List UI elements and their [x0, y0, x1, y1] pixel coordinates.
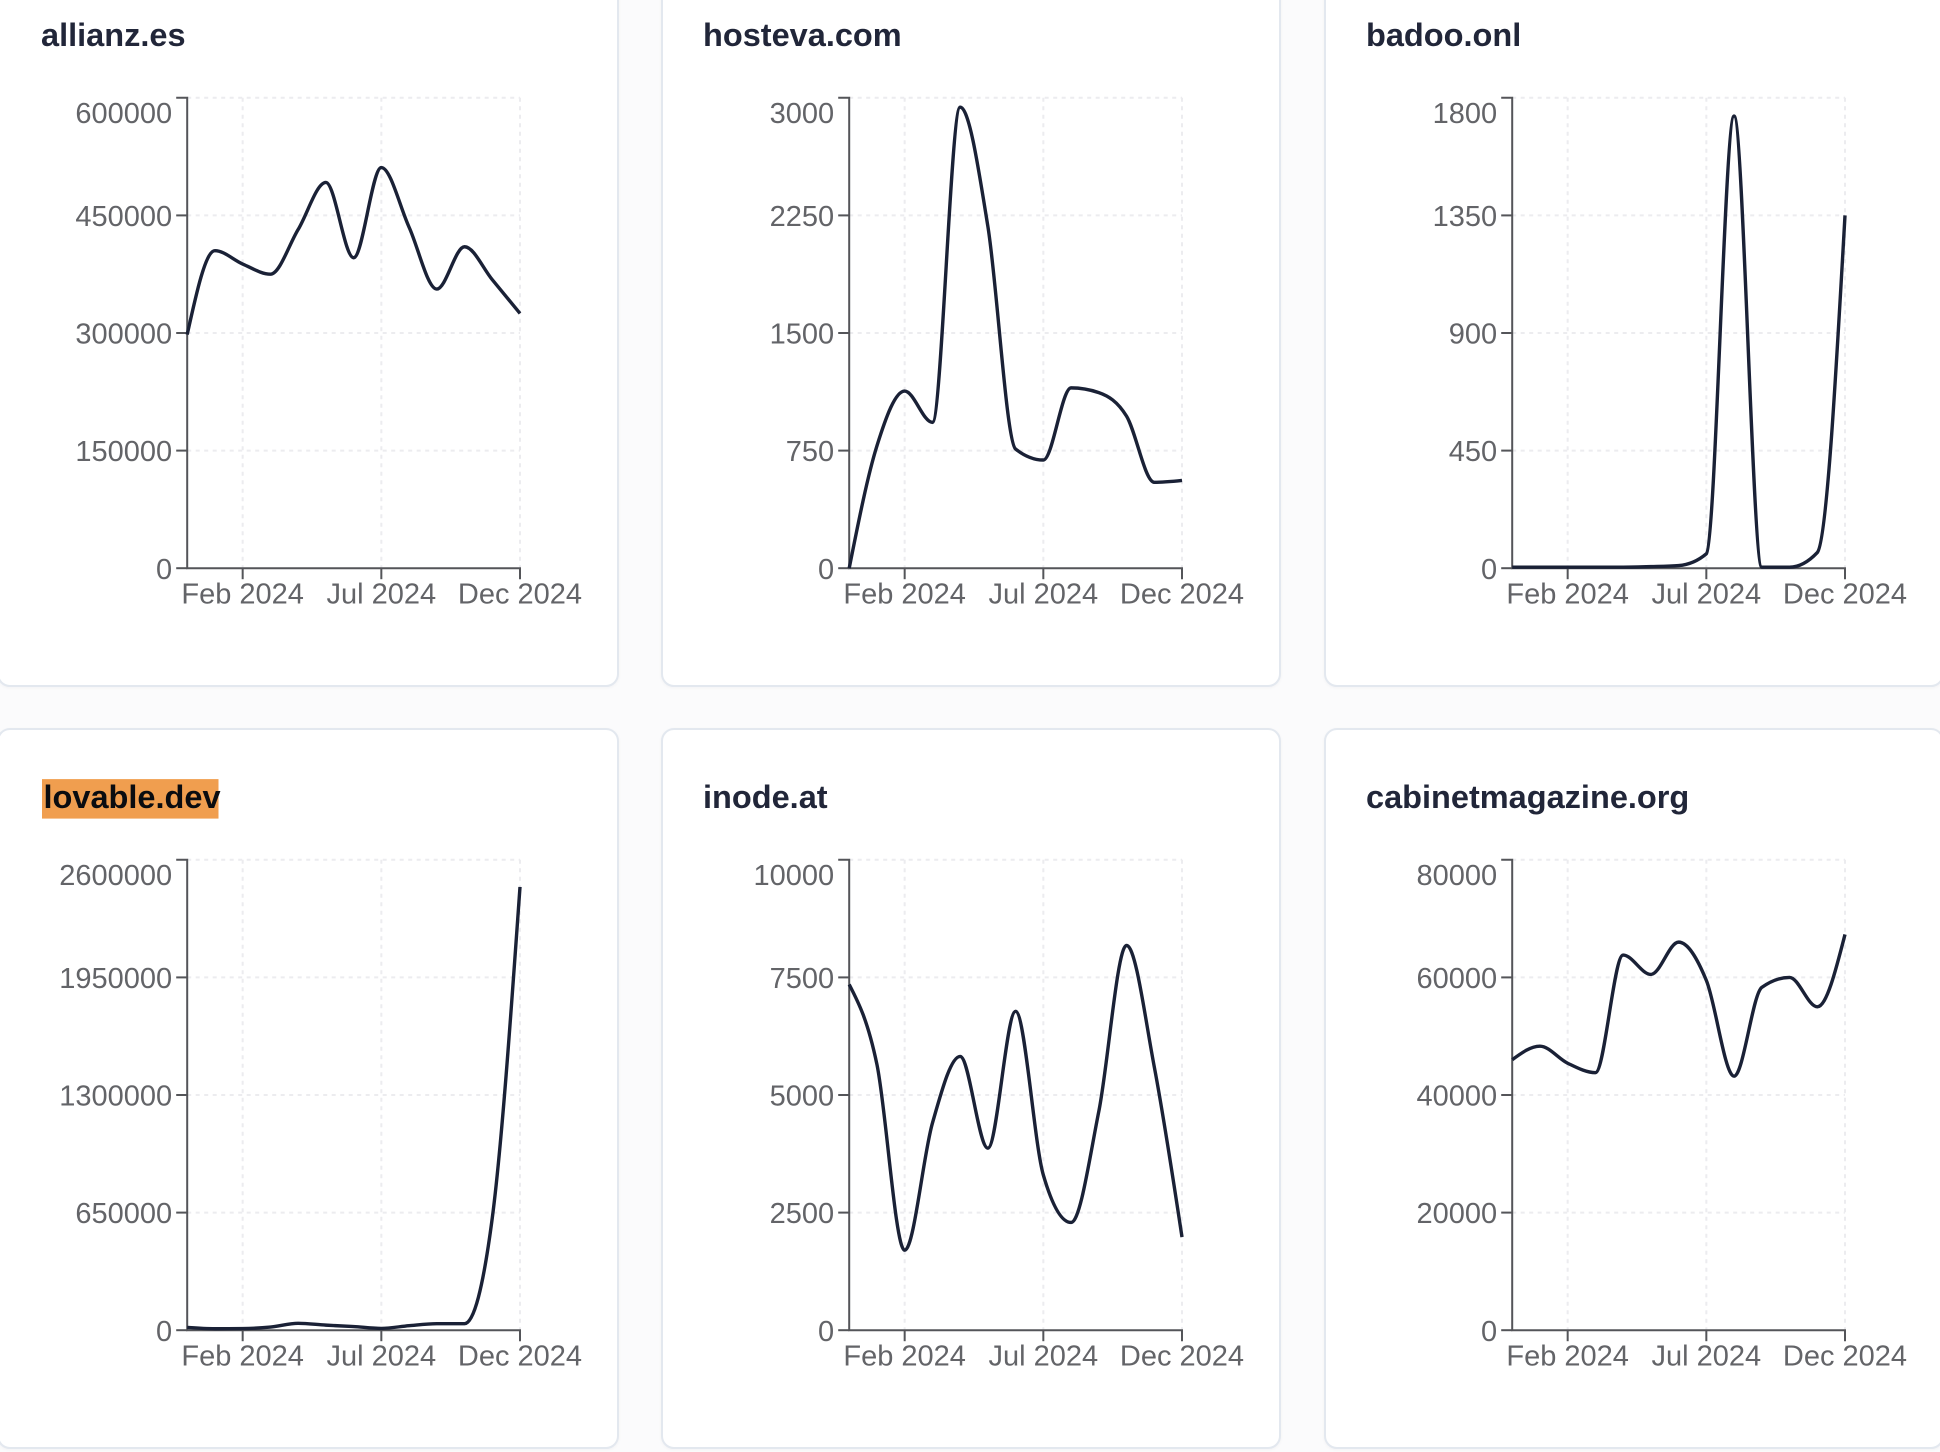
svg-text:600000: 600000: [76, 98, 173, 130]
svg-text:Dec 2024: Dec 2024: [1783, 1341, 1907, 1373]
svg-text:80000: 80000: [1417, 860, 1498, 892]
svg-text:Feb 2024: Feb 2024: [182, 1341, 305, 1373]
svg-text:5000: 5000: [770, 1081, 835, 1113]
svg-text:hosteva.com: hosteva.com: [703, 17, 902, 53]
svg-text:60000: 60000: [1417, 963, 1498, 995]
svg-text:450: 450: [1449, 436, 1497, 468]
svg-text:450000: 450000: [76, 201, 173, 233]
svg-text:Dec 2024: Dec 2024: [458, 1341, 582, 1373]
svg-text:Feb 2024: Feb 2024: [1507, 1341, 1630, 1373]
svg-text:0: 0: [156, 1316, 172, 1348]
svg-text:300000: 300000: [76, 318, 173, 350]
svg-text:750: 750: [786, 436, 834, 468]
svg-text:0: 0: [1481, 553, 1497, 585]
svg-text:Feb 2024: Feb 2024: [844, 578, 967, 610]
svg-text:0: 0: [818, 1316, 834, 1348]
svg-text:0: 0: [818, 553, 834, 585]
svg-text:3000: 3000: [770, 98, 835, 130]
svg-text:0: 0: [1481, 1316, 1497, 1348]
svg-text:10000: 10000: [754, 860, 835, 892]
svg-text:Dec 2024: Dec 2024: [458, 578, 582, 610]
svg-text:Dec 2024: Dec 2024: [1120, 1341, 1244, 1373]
svg-text:Jul 2024: Jul 2024: [327, 578, 437, 610]
svg-text:1350: 1350: [1433, 201, 1498, 233]
svg-text:40000: 40000: [1417, 1081, 1498, 1113]
svg-text:lovable.dev: lovable.dev: [44, 779, 221, 815]
svg-text:2500: 2500: [770, 1198, 835, 1230]
svg-text:2600000: 2600000: [60, 860, 173, 892]
svg-text:7500: 7500: [770, 963, 835, 995]
svg-text:1500: 1500: [770, 318, 835, 350]
svg-text:1950000: 1950000: [60, 963, 173, 995]
svg-text:1800: 1800: [1433, 98, 1498, 130]
svg-text:Dec 2024: Dec 2024: [1783, 578, 1907, 610]
svg-text:Feb 2024: Feb 2024: [182, 578, 305, 610]
svg-text:inode.at: inode.at: [703, 779, 828, 815]
svg-text:Dec 2024: Dec 2024: [1120, 578, 1244, 610]
svg-text:Jul 2024: Jul 2024: [989, 578, 1099, 610]
svg-text:20000: 20000: [1417, 1198, 1498, 1230]
svg-text:0: 0: [156, 553, 172, 585]
svg-text:Jul 2024: Jul 2024: [1652, 578, 1762, 610]
svg-text:900: 900: [1449, 318, 1497, 350]
svg-text:150000: 150000: [76, 436, 173, 468]
svg-text:2250: 2250: [770, 201, 835, 233]
svg-text:650000: 650000: [76, 1198, 173, 1230]
svg-text:Jul 2024: Jul 2024: [327, 1341, 437, 1373]
svg-text:Feb 2024: Feb 2024: [1507, 578, 1630, 610]
svg-text:Jul 2024: Jul 2024: [1652, 1341, 1762, 1373]
svg-text:badoo.onl: badoo.onl: [1366, 17, 1521, 53]
svg-text:Feb 2024: Feb 2024: [844, 1341, 967, 1373]
svg-text:1300000: 1300000: [60, 1081, 173, 1113]
svg-text:allianz.es: allianz.es: [41, 17, 186, 53]
svg-text:Jul 2024: Jul 2024: [989, 1341, 1099, 1373]
svg-text:cabinetmagazine.org: cabinetmagazine.org: [1366, 779, 1689, 815]
